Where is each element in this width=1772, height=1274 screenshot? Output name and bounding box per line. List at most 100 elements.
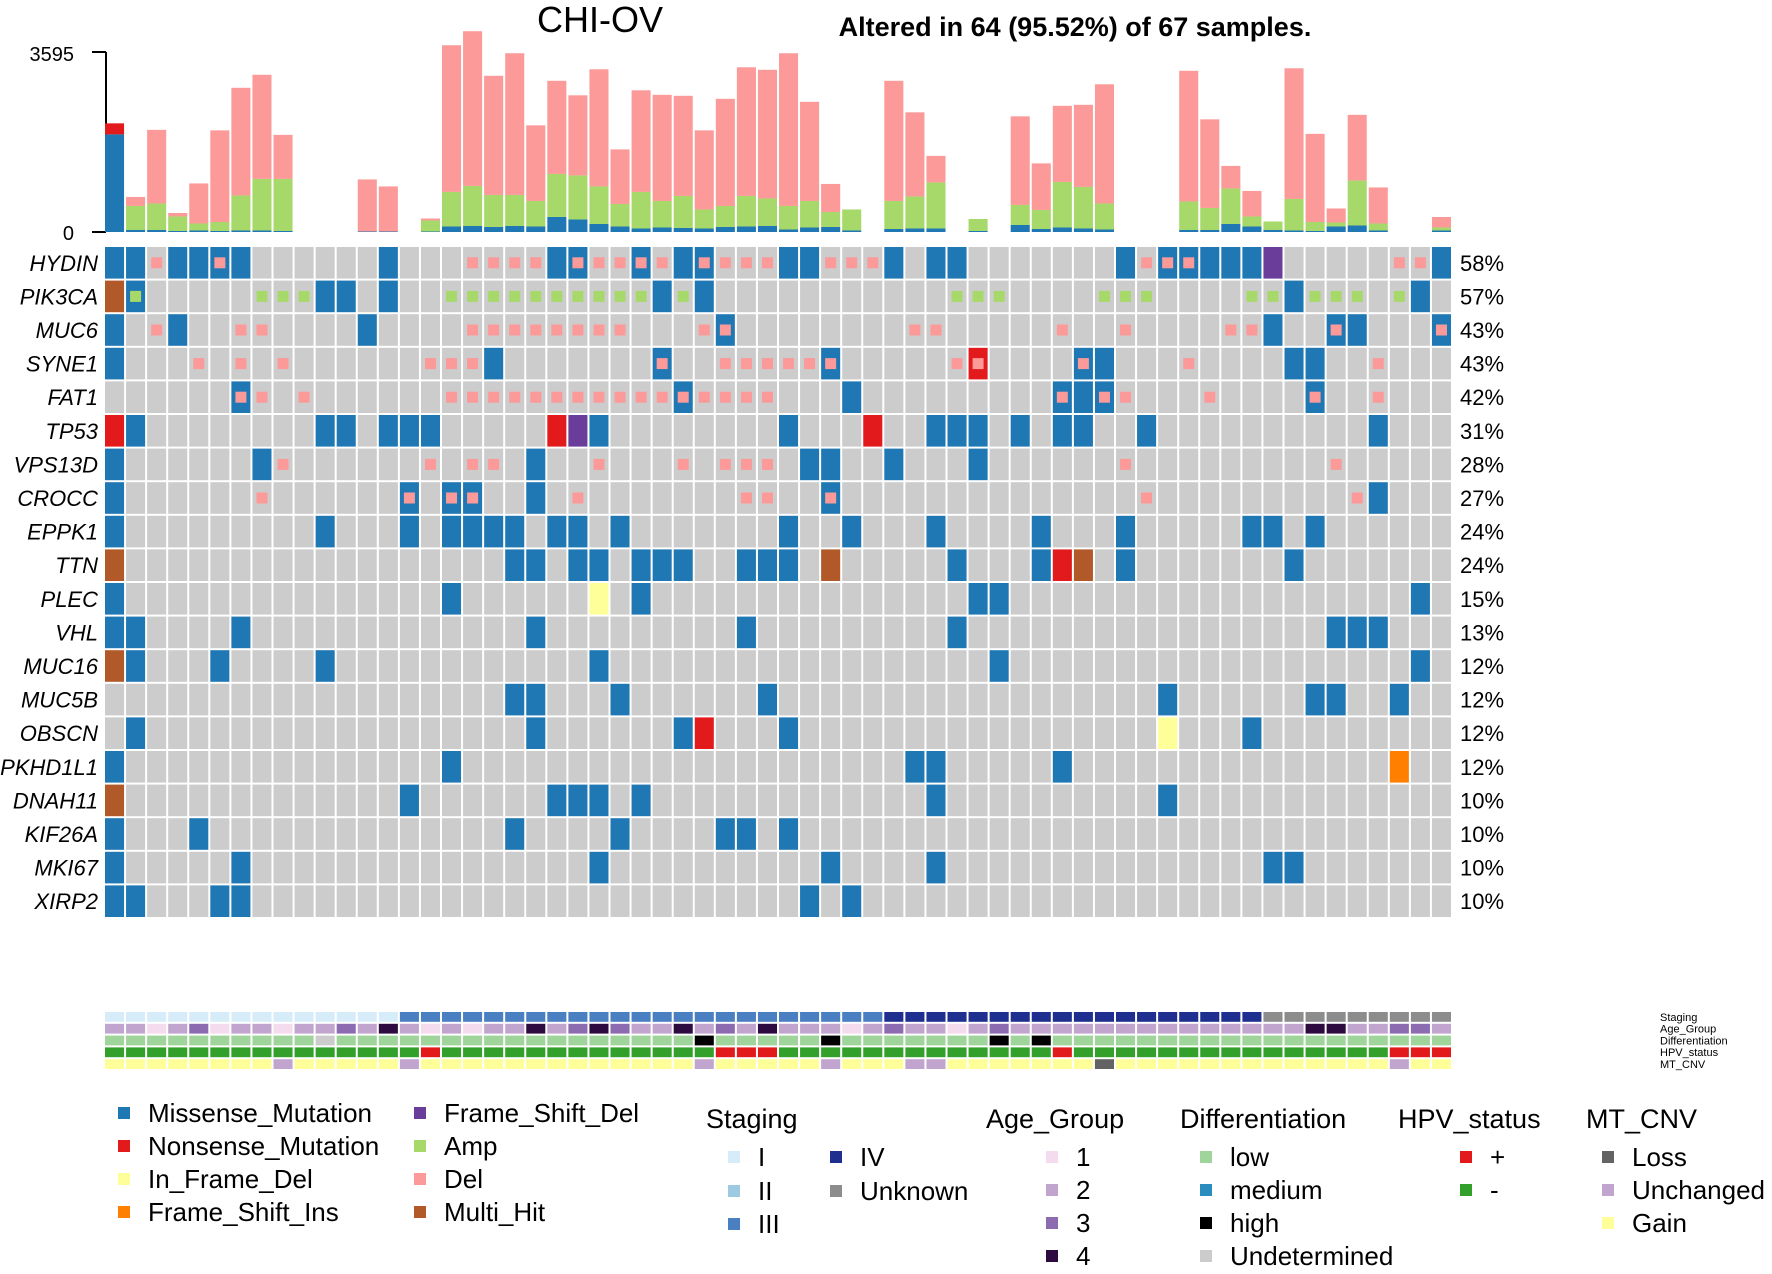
hpv-legend-item-swatch — [1460, 1184, 1472, 1196]
matrix-cell — [884, 415, 904, 447]
matrix-cell — [1158, 314, 1178, 346]
annotation-cell — [210, 1012, 230, 1022]
annotation-cell — [1116, 1012, 1136, 1022]
matrix-cell — [1179, 381, 1199, 413]
top-bar-segment — [1094, 203, 1114, 230]
annotation-cell — [315, 1059, 335, 1069]
matrix-cell — [800, 415, 820, 447]
matrix-cell — [189, 851, 209, 884]
annotation-cell — [547, 1059, 567, 1069]
matrix-cell — [547, 851, 567, 884]
matrix-cell — [315, 247, 335, 279]
matrix-cell — [1094, 515, 1114, 548]
matrix-cell-cnv-mark — [698, 324, 710, 336]
legend: Missense_MutationNonsense_MutationIn_Fra… — [118, 1098, 1765, 1271]
top-bar-segment — [1347, 225, 1367, 232]
matrix-cell — [1073, 683, 1093, 716]
matrix-cell — [1242, 851, 1262, 884]
percentage-label: 28% — [1460, 452, 1504, 477]
matrix-cell — [336, 482, 356, 514]
matrix-cell — [147, 650, 167, 682]
matrix-cell — [105, 415, 125, 447]
matrix-cell-cnv-mark — [277, 458, 289, 470]
gene-label: CROCC — [17, 486, 98, 511]
matrix-cell — [947, 448, 967, 481]
annotation-cell — [1179, 1023, 1199, 1034]
matrix-cell — [1031, 650, 1051, 682]
matrix-cell — [779, 381, 799, 413]
matrix-cell — [210, 583, 230, 615]
chart-title: CHI-OV — [537, 0, 663, 40]
top-bar-segment — [147, 129, 167, 204]
annotation-cell — [821, 1047, 841, 1058]
annotation-cell — [294, 1035, 314, 1046]
top-bar-segment — [231, 87, 251, 196]
matrix-cell — [1137, 885, 1157, 917]
matrix-cell — [189, 247, 209, 279]
matrix-cell — [526, 616, 546, 649]
annotation-cell — [126, 1012, 146, 1022]
matrix-cell — [1431, 381, 1451, 413]
percentage-label: 10% — [1460, 889, 1504, 914]
matrix-cell — [1116, 583, 1136, 615]
matrix-cell — [1073, 851, 1093, 884]
matrix-cell — [126, 482, 146, 514]
matrix-cell-cnv-mark — [530, 324, 542, 336]
matrix-cell-cnv-mark — [614, 257, 626, 269]
matrix-cell — [631, 515, 651, 548]
top-bar-segment — [126, 205, 146, 230]
matrix-cell — [126, 515, 146, 548]
variant-legend-item-label: Frame_Shift_Ins — [148, 1197, 339, 1227]
matrix-cell — [1263, 717, 1283, 749]
matrix-cell-cnv-mark — [1330, 324, 1342, 336]
matrix-cell — [1410, 515, 1430, 548]
matrix-cell-cnv-mark — [298, 290, 310, 302]
matrix-cell — [1431, 549, 1451, 581]
matrix-cell — [442, 717, 462, 749]
matrix-cell — [1431, 482, 1451, 514]
gene-label: HYDIN — [30, 251, 99, 276]
matrix-cell-cnv-mark — [467, 358, 479, 370]
matrix-cell — [336, 247, 356, 279]
matrix-cell — [1410, 851, 1430, 884]
top-bar-segment — [673, 95, 693, 196]
matrix-cell — [589, 515, 609, 548]
gene-label: SYNE1 — [26, 352, 98, 377]
matrix-cell — [463, 683, 483, 716]
top-bar-segment — [463, 31, 483, 186]
top-bar-segment — [231, 230, 251, 232]
diff-legend-item-swatch — [1200, 1217, 1212, 1229]
matrix-cell — [547, 717, 567, 749]
matrix-cell — [147, 818, 167, 850]
matrix-cell — [315, 448, 335, 481]
matrix-cell — [568, 549, 588, 581]
matrix-cell — [294, 784, 314, 817]
top-bar-segment — [1031, 229, 1051, 232]
matrix-cell — [378, 247, 398, 279]
matrix-cell-cnv-mark — [1309, 391, 1321, 403]
matrix-cell-cnv-mark — [509, 257, 521, 269]
top-bar-segment — [884, 80, 904, 201]
matrix-cell — [863, 818, 883, 850]
matrix-cell — [694, 717, 714, 749]
matrix-cell — [442, 616, 462, 649]
matrix-cell — [1347, 415, 1367, 447]
top-bar-segment — [757, 69, 777, 199]
matrix-cell — [126, 717, 146, 749]
hpv-legend-item-label: - — [1490, 1175, 1499, 1205]
matrix-cell — [1326, 751, 1346, 783]
matrix-cell — [905, 616, 925, 649]
matrix-cell — [1242, 717, 1262, 749]
matrix-cell — [757, 616, 777, 649]
matrix-cell — [1410, 616, 1430, 649]
annotation-cell — [757, 1059, 777, 1069]
matrix-cell — [1305, 482, 1325, 514]
matrix-cell — [863, 751, 883, 783]
matrix-cell — [968, 415, 988, 447]
matrix-cell-cnv-mark — [1330, 458, 1342, 470]
matrix-cell — [252, 515, 272, 548]
matrix-cell — [1347, 583, 1367, 615]
matrix-cell — [399, 415, 419, 447]
matrix-cell — [652, 314, 672, 346]
matrix-cell-cnv-mark — [1372, 391, 1384, 403]
